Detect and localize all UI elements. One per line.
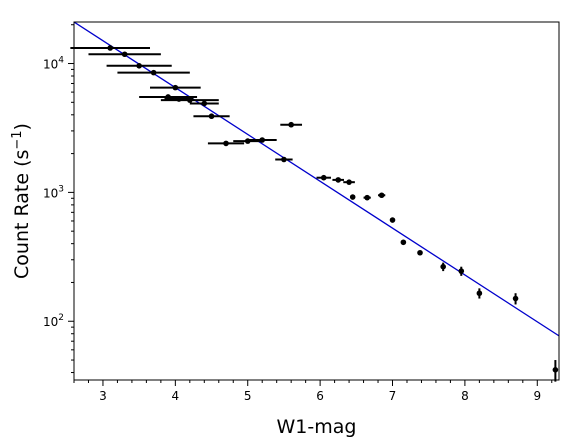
data-point xyxy=(201,100,208,107)
x-tick-label: 5 xyxy=(244,389,252,403)
data-point xyxy=(512,295,519,302)
data-point xyxy=(349,194,356,200)
data-point xyxy=(378,192,385,199)
x-tick-label: 8 xyxy=(461,389,469,403)
data-point xyxy=(417,249,423,256)
x-axis-label: W1-mag xyxy=(277,416,357,438)
plot-frame xyxy=(73,21,560,381)
y-tick-label: 102 xyxy=(43,313,64,329)
data-point xyxy=(440,263,446,270)
data-point xyxy=(281,156,287,163)
data-point xyxy=(208,113,215,120)
data-point xyxy=(150,69,157,76)
y-axis-label-main: Count Rate (s xyxy=(11,150,33,279)
data-point xyxy=(320,174,327,181)
y-axis-label: Count Rate (s−1) xyxy=(10,123,33,279)
x-tick-label: 6 xyxy=(316,389,324,403)
y-axis-label-close: ) xyxy=(11,123,33,130)
x-tick-label: 9 xyxy=(533,389,541,403)
y-tick-label: 104 xyxy=(43,56,64,72)
data-point xyxy=(259,137,266,143)
data-point xyxy=(335,177,342,183)
y-axis-label-superscript: −1 xyxy=(10,130,25,149)
data-point xyxy=(172,84,179,91)
y-tick-label: 103 xyxy=(43,184,64,200)
x-tick-label: 4 xyxy=(172,389,180,403)
x-tick-label: 7 xyxy=(389,389,397,403)
data-point xyxy=(552,366,559,373)
data-point xyxy=(364,194,370,201)
data-point xyxy=(107,45,113,51)
plot-area-background xyxy=(74,22,559,380)
data-points xyxy=(70,45,559,382)
data-point xyxy=(121,51,128,58)
data-point xyxy=(187,97,193,103)
x-tick-label: 3 xyxy=(99,389,107,403)
data-point xyxy=(346,179,352,185)
data-point xyxy=(389,217,396,223)
data-point xyxy=(476,290,483,297)
data-point xyxy=(136,63,142,69)
data-point xyxy=(400,239,407,246)
data-point xyxy=(458,268,465,274)
data-point xyxy=(223,140,229,147)
axis-ticks: 3 4 5 6 7 8 9 102 103 104 xyxy=(43,24,553,403)
data-point xyxy=(288,121,294,128)
